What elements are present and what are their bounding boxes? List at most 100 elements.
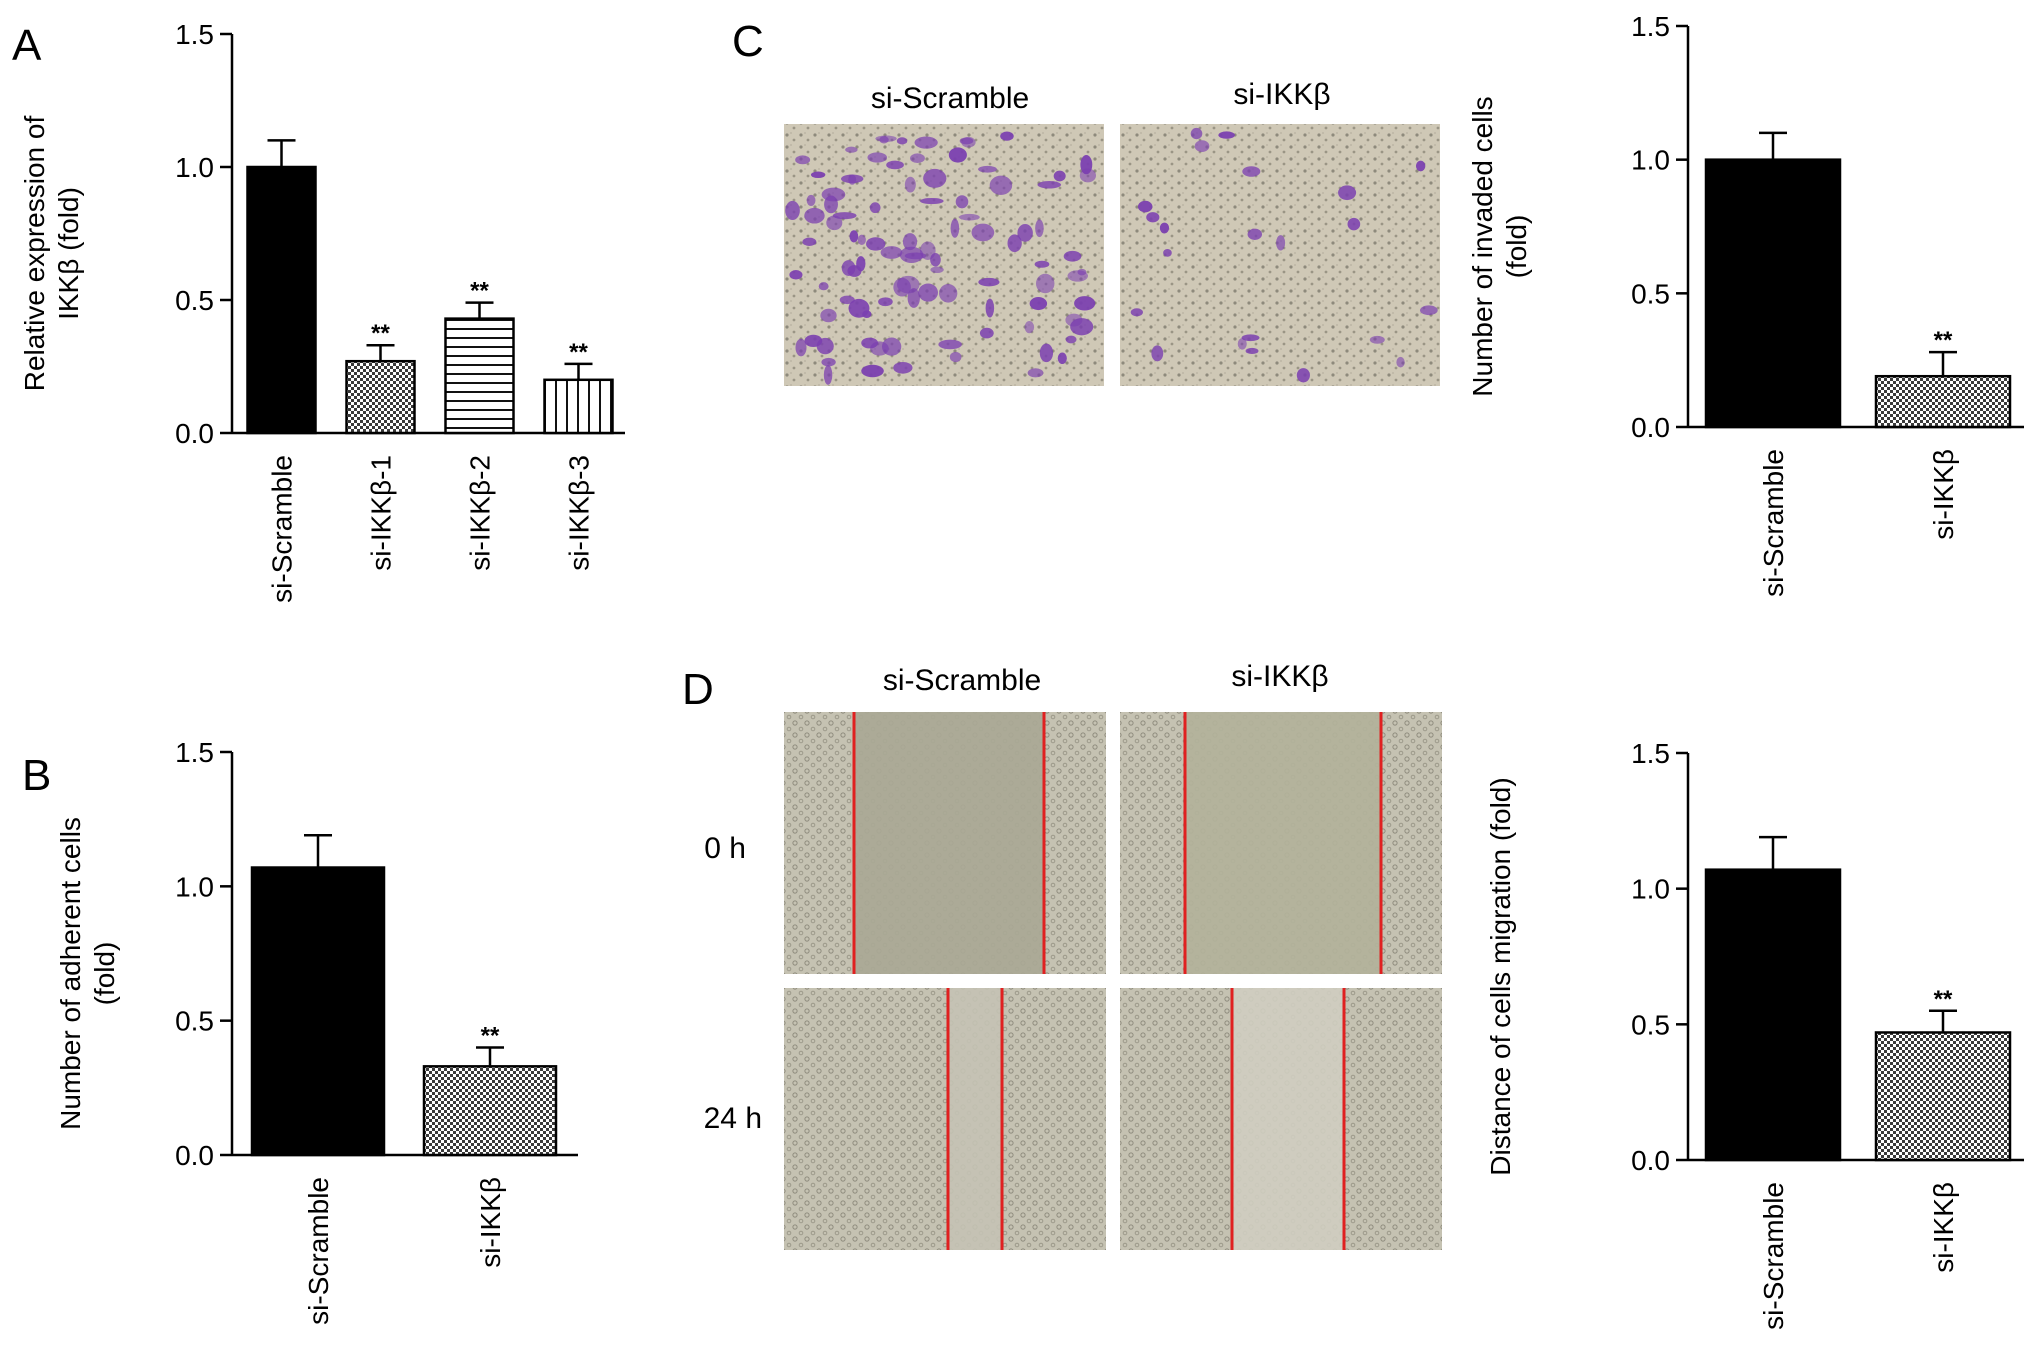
wound-image-24h-scramble [784,988,1106,1250]
stained-cell [1057,352,1067,365]
stained-cell [1039,343,1054,363]
stained-cell [1151,345,1164,362]
stained-cells-scramble [785,131,1097,385]
bar-si-Scramble [1704,158,1842,429]
stained-cell [802,237,817,247]
stained-cell [989,175,1013,196]
stained-cell [930,266,944,274]
stained-cell [955,195,969,209]
stained-cell [826,215,843,231]
stained-cell [893,361,913,374]
panel-c-micrographs: si-Scramble si-IKKβ [784,78,1440,386]
y-tick-label: 1.5 [1631,11,1670,42]
y-tick-label: 0.0 [1631,412,1670,443]
stained-cells-ikkb [1130,127,1438,383]
significance-marker: ** [481,1023,500,1050]
stained-cell [1419,305,1438,316]
stained-cell [882,337,902,356]
stained-cell [824,195,838,214]
stained-cell [789,270,803,280]
stained-cell [1369,335,1385,344]
stained-cell [899,246,924,264]
significance-marker: ** [569,339,588,366]
y-axis-label: IKKβ (fold) [53,187,84,320]
stained-cell [810,171,826,179]
x-category-label: si-IKKβ-2 [465,455,496,571]
stained-cell [923,168,947,188]
stained-cell [1007,234,1022,253]
stained-cell [971,223,995,242]
stained-cell [1079,168,1097,183]
bar-si-IKKβ [1874,1031,2012,1162]
x-category-label: si-IKKβ-1 [366,455,397,571]
stained-cell [795,338,807,357]
y-axis-label: Number of invaded cells [1467,96,1498,396]
significance-marker: ** [1934,327,1953,354]
stained-cell [845,146,858,153]
stained-cell [1241,334,1260,342]
stained-cell [1035,273,1055,294]
stained-cell [938,339,962,350]
x-category-label: si-Scramble [1758,449,1789,597]
y-tick-label: 0.0 [175,418,214,449]
stained-cell [1194,140,1210,152]
significance-marker: ** [470,278,489,305]
stained-cell [1276,235,1286,251]
stained-cell [795,155,811,165]
stained-cell [806,194,816,206]
d-row-label-0h: 0 h [704,832,746,865]
stained-cell [878,297,893,307]
transwell-image-ikkb [1120,124,1440,386]
stained-cell [985,298,995,318]
stained-cell [1415,160,1426,172]
y-tick-label: 0.0 [175,1140,214,1171]
y-tick-label: 1.5 [175,19,214,50]
wound-gap-24h-ikkb [1232,988,1344,1250]
stained-cell [919,241,936,260]
x-category-label: si-IKKβ [1928,1182,1959,1273]
panel-label-b: B [22,751,51,800]
y-tick-label: 0.5 [175,1006,214,1037]
stained-cell [880,246,903,259]
wound-gap-24h-scramble [948,988,1002,1250]
stained-cell [1190,127,1203,140]
bar-si-IKKβ-1 [345,359,416,435]
stained-cell [861,364,884,378]
panel-label-a: A [12,21,42,70]
stained-cell [914,136,938,149]
stained-cell [1000,131,1014,141]
y-axis-label: Distance of cells migration (fold) [1485,777,1516,1175]
stained-cell [939,284,958,303]
c-col-label-ikkb: si-IKKβ [1233,78,1330,111]
stained-cell [950,218,960,238]
stained-cell [1053,170,1066,182]
c-col-label-scramble: si-Scramble [871,82,1029,115]
significance-marker: ** [1934,986,1953,1013]
y-tick-label: 1.0 [1631,145,1670,176]
stained-cell [1338,185,1357,201]
stained-cell [847,265,862,277]
x-category-label: si-IKKβ [1928,449,1959,540]
d-row-label-24h: 24 h [704,1102,762,1135]
stained-cell [961,136,976,148]
stained-cell [1035,219,1044,238]
y-tick-label: 0.5 [1631,1009,1670,1040]
stained-cell [1027,368,1044,378]
y-tick-label: 1.0 [175,871,214,902]
stained-cell [804,207,825,224]
stained-cell [1137,200,1153,213]
stained-cell [1296,368,1310,383]
stained-cell [902,233,918,251]
bar-si-IKKβ-3 [543,378,614,435]
x-category-label: si-Scramble [267,455,298,603]
stained-cell [979,327,994,339]
stained-cell [886,160,904,170]
y-tick-label: 1.0 [175,152,214,183]
x-category-label: si-IKKβ [475,1177,506,1268]
stained-cell [948,147,967,163]
y-axis-label: Number of adherent cells [55,817,86,1130]
y-tick-label: 0.0 [1631,1145,1670,1176]
stained-cell [1159,222,1170,234]
stained-cell [1396,356,1405,368]
